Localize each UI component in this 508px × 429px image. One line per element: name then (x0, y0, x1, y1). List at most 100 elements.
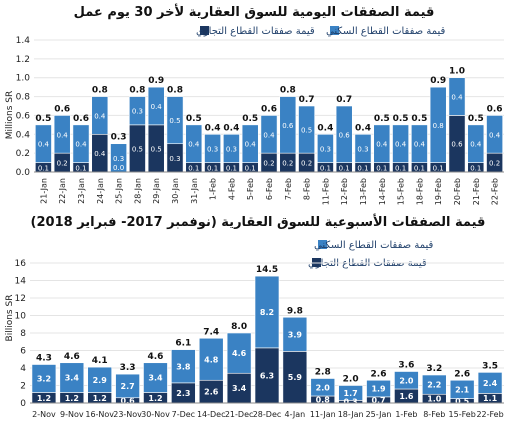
data-label-commercial: 2.3 (176, 389, 190, 398)
data-label-total: 0.5 (186, 114, 202, 124)
bar-group: 0.4 0.1 0.5 (392, 114, 409, 173)
weekly-legend: قيمة صفقات القطاع السكني قيمة صفقات القط… (308, 240, 433, 269)
bar-residential (394, 371, 419, 390)
data-label-total: 0.8 (280, 86, 296, 96)
x-tick-label: 8-Feb (423, 410, 445, 419)
data-label-total: 2.6 (454, 369, 470, 379)
y-tick-label: 8 (20, 329, 26, 339)
bar-residential (185, 124, 203, 163)
bar-group: 0.6 0.1 0.7 (335, 95, 353, 173)
data-label-total: 0.6 (261, 104, 277, 114)
bar-group: 3.4 1.2 4.6 (143, 352, 168, 404)
data-label-residential: 0.4 (414, 141, 426, 149)
data-label-residential: 0.3 (113, 155, 124, 163)
data-label-residential: 4.6 (232, 349, 247, 358)
data-label-commercial: 0.2 (301, 160, 312, 168)
legend-residential-swatch (330, 26, 339, 35)
data-label-commercial: 0.6 (451, 141, 463, 149)
data-label-commercial: 0.3 (169, 155, 180, 163)
data-label-commercial: 0.4 (94, 150, 106, 158)
data-label-total: 0.6 (487, 104, 503, 114)
x-tick-label: 21-Dec (225, 410, 254, 419)
data-label-residential: 0.4 (245, 141, 257, 149)
bar-residential (171, 349, 196, 384)
data-label-residential: 0.6 (282, 122, 294, 130)
data-label-residential: 2.2 (427, 381, 441, 390)
data-label-total: 0.9 (148, 76, 164, 86)
data-label-commercial: 0.1 (245, 164, 256, 172)
bar-group: 2.7 0.6 3.3 (115, 363, 140, 405)
data-label-total: 0.8 (167, 86, 183, 96)
bar-group: 0.4 0.4 0.8 (91, 86, 109, 173)
data-label-residential: 0.3 (207, 145, 218, 153)
weekly-chart-panel: قيمة الصفقات الأسبوعية للسوق العقارية (ن… (0, 206, 508, 429)
data-label-residential: 8.2 (260, 308, 274, 317)
weekly-x-axis: 2-Nov 9-Nov 16-Nov 23-Nov 30-Nov 7-Dec 14-Dec 2… (30, 402, 504, 419)
data-label-residential: 0.5 (169, 117, 180, 125)
data-label-total: 0.4 (317, 123, 333, 133)
bar-residential (429, 86, 447, 163)
bar-group: 0.4 0.1 0.6 (72, 114, 90, 173)
bar-group: 0.3 0.1 0.4 (223, 123, 240, 173)
data-label-total: 1.0 (449, 67, 465, 77)
data-label-residential: 0.8 (433, 122, 444, 130)
x-tick-label: 15-Feb (449, 410, 476, 419)
bar-group: 0.4 0.2 0.6 (260, 104, 278, 173)
x-tick-label: 28-Dec (253, 410, 282, 419)
data-label-total: 0.4 (223, 123, 239, 133)
data-label-residential: 1.7 (344, 389, 358, 398)
x-tick-label: 22-Feb (476, 410, 503, 419)
y-tick-label: 0.8 (16, 93, 31, 103)
data-label-total: 0.5 (374, 114, 390, 124)
data-label-total: 0.5 (393, 114, 409, 124)
bar-group: 3.2 1.2 4.3 (31, 354, 57, 404)
data-label-commercial: 0.1 (38, 164, 49, 172)
bar-residential (254, 275, 280, 349)
data-label-commercial: 6.3 (260, 371, 274, 380)
data-label-residential: 0.3 (226, 145, 237, 153)
bar-residential (226, 332, 252, 374)
bar-group: 2.1 0.5 2.6 (449, 369, 475, 406)
bar-residential (204, 133, 221, 163)
bar-residential (467, 124, 485, 163)
bar-group: 2.2 1.0 3.2 (422, 364, 447, 404)
data-label-commercial: 2.6 (204, 388, 219, 397)
data-label-residential: 3.4 (148, 374, 163, 383)
data-label-commercial: 1.2 (37, 394, 51, 403)
data-label-total: 7.4 (203, 327, 219, 337)
data-label-commercial: 0.2 (282, 160, 293, 168)
data-label-total: 8.0 (231, 322, 247, 332)
data-label-residential: 0.4 (188, 141, 200, 149)
x-tick-label: 12-Feb (340, 178, 349, 205)
data-label-commercial: 1.2 (93, 394, 107, 403)
x-tick-label: 18-Jan (338, 410, 364, 419)
x-tick-label: 8-Feb (303, 178, 312, 200)
bar-residential (448, 77, 466, 116)
data-label-commercial: 0.8 (316, 396, 331, 405)
bar-residential (223, 133, 240, 163)
legend-residential-swatch (318, 240, 327, 249)
data-label-residential: 3.2 (37, 375, 51, 384)
bar-group: 0.3 0.1 0.4 (204, 123, 221, 173)
y-tick-label: 12 (15, 294, 26, 304)
daily-y-axis-title: Millions SR (5, 91, 15, 140)
bar-group: 3.8 2.3 6.1 (171, 339, 196, 404)
x-tick-label: 7-Feb (284, 178, 293, 200)
x-tick-label: 11-Feb (321, 178, 330, 205)
bar-residential (166, 96, 184, 145)
bar-group: 0.3 0.1 0.4 (317, 123, 334, 173)
data-label-residential: 0.4 (38, 141, 50, 149)
y-tick-label: 0 (20, 399, 26, 409)
y-tick-label: 2 (20, 382, 26, 392)
daily-chart-panel: قيمة الصفقات اليومية للسوق العقارية لأخر… (0, 0, 508, 206)
data-label-commercial: 0.0 (113, 164, 124, 172)
data-label-residential: 0.4 (75, 141, 87, 149)
daily-chart: قيمة الصفقات اليومية للسوق العقارية لأخر… (5, 3, 504, 205)
x-tick-label: 1-Feb (395, 410, 417, 419)
data-label-total: 2.0 (343, 375, 359, 385)
data-label-residential: 2.1 (455, 385, 470, 394)
bar-residential (373, 124, 391, 163)
legend-commercial-swatch (200, 26, 209, 35)
data-label-total: 0.7 (336, 95, 352, 105)
data-label-residential: 2.4 (483, 379, 498, 388)
